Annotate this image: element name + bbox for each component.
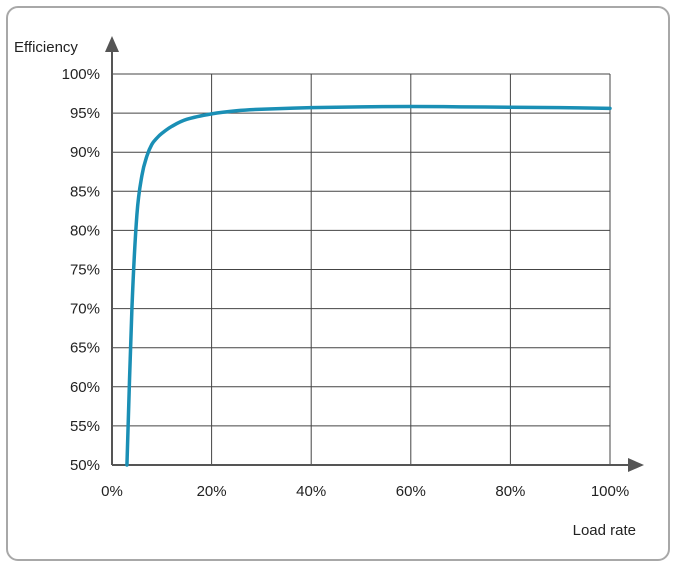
y-tick-label: 100% xyxy=(62,66,100,83)
y-tick-label: 65% xyxy=(70,340,100,357)
x-tick-label: 80% xyxy=(495,483,525,500)
y-tick-label: 80% xyxy=(70,222,100,239)
tick-labels: 50% 55% 60% 65% 70% 75% 80% 85% 90% 95% 100% 0% 20% 4… xyxy=(62,66,630,500)
y-tick-label: 60% xyxy=(70,379,100,396)
y-tick-label: 90% xyxy=(70,144,100,161)
series-layer xyxy=(125,104,612,467)
y-tick-label: 75% xyxy=(70,262,100,279)
y-tick-label: 55% xyxy=(70,418,100,435)
y-tick-label: 95% xyxy=(70,105,100,122)
y-tick-label: 70% xyxy=(70,301,100,318)
axes xyxy=(105,36,644,472)
grid-lines xyxy=(112,73,611,465)
x-tick-label: 40% xyxy=(296,483,326,500)
efficiency-curve xyxy=(125,104,612,467)
x-tick-label: 0% xyxy=(101,483,123,500)
x-tick-label: 100% xyxy=(591,483,629,500)
y-tick-label: 50% xyxy=(70,457,100,474)
chart-frame xyxy=(6,6,670,561)
x-axis-arrow xyxy=(628,458,644,472)
y-tick-label: 85% xyxy=(70,183,100,200)
x-tick-label: 20% xyxy=(197,483,227,500)
x-axis-title: Load rate xyxy=(573,522,636,539)
y-axis-arrow xyxy=(105,36,119,52)
x-tick-label: 60% xyxy=(396,483,426,500)
y-axis-title: Efficiency xyxy=(14,39,78,56)
